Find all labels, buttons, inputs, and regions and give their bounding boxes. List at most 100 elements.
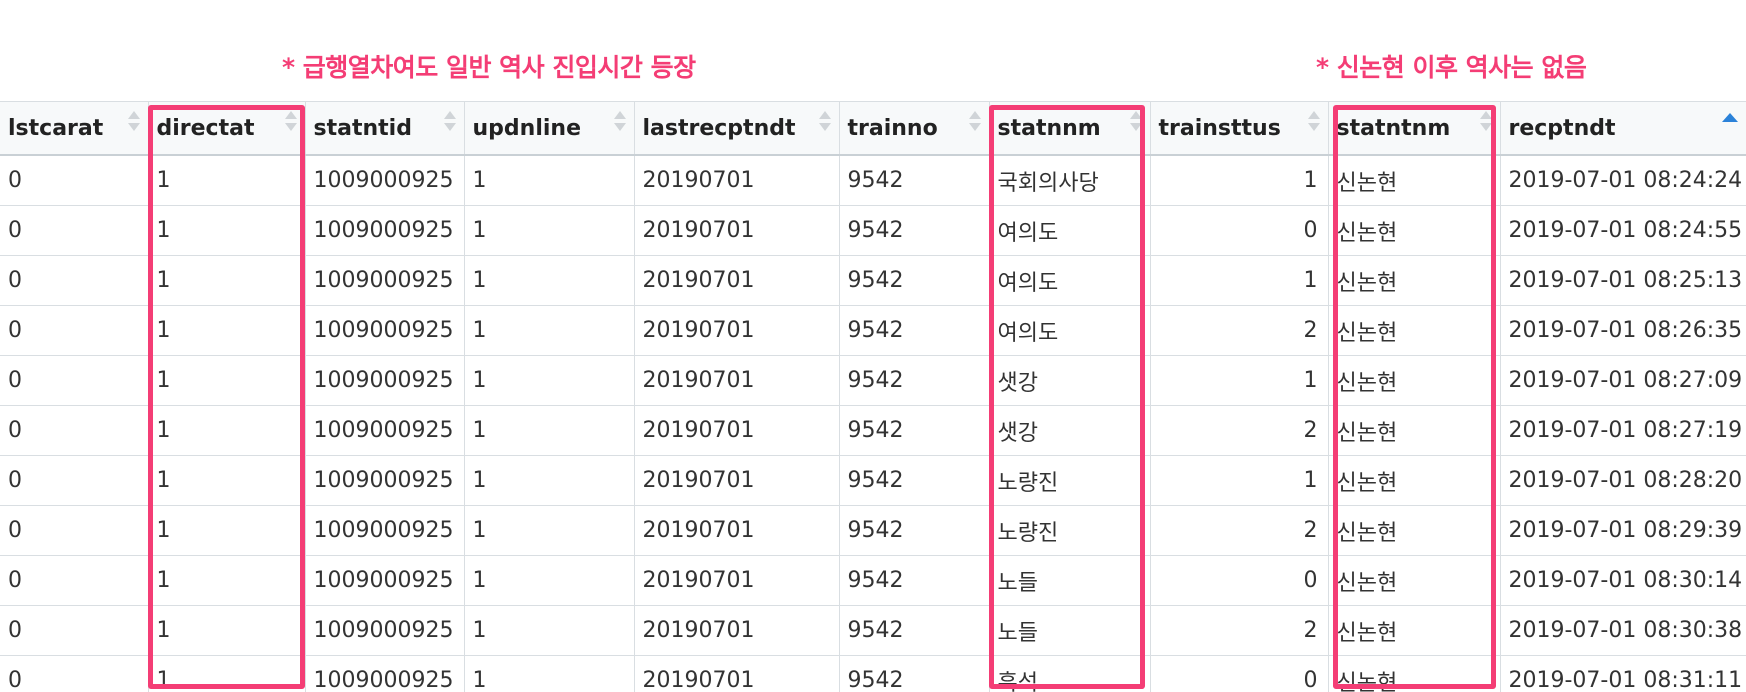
cell-statntid: 1009000925: [304, 154, 465, 206]
column-header-label: statntid: [313, 115, 412, 141]
annotation-express-note: * 급행열차여도 일반 역사 진입시간 등장: [282, 53, 696, 82]
cell-statntid: 1009000925: [304, 555, 465, 606]
cell-updnline: 1: [463, 255, 635, 306]
cell-directat: 1: [147, 405, 306, 456]
column-header-label: lstcarat: [8, 115, 104, 141]
table-row[interactable]: 0 1 1009000925 1 20190701 9542 샛강 1 신논현 2019-07-0…: [0, 355, 1746, 406]
cell-lstcarat: 0: [0, 405, 149, 456]
cell-lstcarat: 0: [0, 305, 149, 356]
column-header-statntnm[interactable]: statntnm: [1327, 101, 1501, 156]
sort-both-icon: [1307, 111, 1320, 135]
sort-both-icon: [613, 111, 626, 135]
column-header-label: trainsttus: [1158, 115, 1281, 141]
cell-directat: 1: [147, 555, 306, 606]
cell-statntnm: 신논현: [1327, 305, 1501, 356]
cell-statntnm: 신논현: [1327, 505, 1501, 556]
cell-statnnm: 샛강: [988, 355, 1151, 406]
cell-directat: 1: [147, 655, 306, 692]
cell-recptndt: 2019-07-01 08:24:55: [1499, 205, 1746, 256]
column-header-lastrecptndt[interactable]: lastrecptndt: [633, 101, 840, 156]
table-row[interactable]: 0 1 1009000925 1 20190701 9542 노들 0 신논현 2019-07-0…: [0, 555, 1746, 606]
cell-statntid: 1009000925: [304, 455, 465, 506]
cell-statntid: 1009000925: [304, 205, 465, 256]
cell-updnline: 1: [463, 205, 635, 256]
column-header-lstcarat[interactable]: lstcarat: [0, 101, 149, 156]
table-row[interactable]: 0 1 1009000925 1 20190701 9542 여의도 1 신논현 2019-07-…: [0, 255, 1746, 306]
cell-recptndt: 2019-07-01 08:28:20: [1499, 455, 1746, 506]
cell-trainno: 9542: [838, 305, 990, 356]
cell-lstcarat: 0: [0, 505, 149, 556]
cell-lstcarat: 0: [0, 255, 149, 306]
cell-statnnm: 여의도: [988, 255, 1151, 306]
table-row[interactable]: 0 1 1009000925 1 20190701 9542 노량진 1 신논현 2019-07-…: [0, 455, 1746, 506]
sort-both-icon: [1479, 111, 1492, 135]
cell-trainsttus: 0: [1149, 555, 1329, 606]
sort-both-icon: [284, 111, 297, 135]
cell-directat: 1: [147, 255, 306, 306]
column-header-trainno[interactable]: trainno: [838, 101, 990, 156]
table-row[interactable]: 0 1 1009000925 1 20190701 9542 흑석 0 신논현 2019-07-0…: [0, 655, 1746, 692]
cell-statntid: 1009000925: [304, 255, 465, 306]
cell-lstcarat: 0: [0, 655, 149, 692]
cell-updnline: 1: [463, 555, 635, 606]
cell-statntnm: 신논현: [1327, 405, 1501, 456]
cell-directat: 1: [147, 205, 306, 256]
cell-statntnm: 신논현: [1327, 355, 1501, 406]
cell-statntnm: 신논현: [1327, 154, 1501, 206]
column-header-label: lastrecptndt: [642, 115, 796, 141]
cell-updnline: 1: [463, 505, 635, 556]
cell-trainno: 9542: [838, 455, 990, 506]
cell-lastrecptndt: 20190701: [633, 355, 840, 406]
column-header-updnline[interactable]: updnline: [463, 101, 635, 156]
table-row[interactable]: 0 1 1009000925 1 20190701 9542 샛강 2 신논현 2019-07-0…: [0, 405, 1746, 456]
cell-lstcarat: 0: [0, 605, 149, 656]
cell-lastrecptndt: 20190701: [633, 605, 840, 656]
sort-both-icon: [818, 111, 831, 135]
table-row[interactable]: 0 1 1009000925 1 20190701 9542 노들 2 신논현 2019-07-0…: [0, 605, 1746, 656]
cell-statntid: 1009000925: [304, 605, 465, 656]
sort-both-icon: [968, 111, 981, 135]
cell-trainno: 9542: [838, 605, 990, 656]
cell-trainsttus: 2: [1149, 605, 1329, 656]
cell-lastrecptndt: 20190701: [633, 405, 840, 456]
cell-recptndt: 2019-07-01 08:27:09: [1499, 355, 1746, 406]
cell-recptndt: 2019-07-01 08:25:13: [1499, 255, 1746, 306]
cell-recptndt: 2019-07-01 08:30:14: [1499, 555, 1746, 606]
annotation-no-station-note: * 신논현 이후 역사는 없음: [1316, 53, 1587, 82]
table-row[interactable]: 0 1 1009000925 1 20190701 9542 국회의사당 1 신논현 2019-0…: [0, 154, 1746, 206]
cell-statnnm: 여의도: [988, 205, 1151, 256]
cell-trainno: 9542: [838, 655, 990, 692]
column-header-statntid[interactable]: statntid: [304, 101, 465, 156]
column-header-statnnm[interactable]: statnnm: [988, 101, 1151, 156]
table-row[interactable]: 0 1 1009000925 1 20190701 9542 여의도 2 신논현 2019-07-…: [0, 305, 1746, 356]
cell-statnnm: 노들: [988, 605, 1151, 656]
cell-trainno: 9542: [838, 555, 990, 606]
sort-ascending-icon: [1721, 113, 1738, 122]
table-body: 0 1 1009000925 1 20190701 9542 국회의사당 1 신논현 2019-0…: [0, 154, 1746, 692]
cell-updnline: 1: [463, 355, 635, 406]
cell-directat: 1: [147, 505, 306, 556]
cell-lastrecptndt: 20190701: [633, 655, 840, 692]
column-header-directat[interactable]: directat: [147, 101, 306, 156]
table-row[interactable]: 0 1 1009000925 1 20190701 9542 여의도 0 신논현 2019-07-…: [0, 205, 1746, 256]
cell-statntid: 1009000925: [304, 405, 465, 456]
cell-directat: 1: [147, 154, 306, 206]
sort-both-icon: [127, 111, 140, 135]
cell-lstcarat: 0: [0, 154, 149, 206]
cell-directat: 1: [147, 355, 306, 406]
column-header-trainsttus[interactable]: trainsttus: [1149, 101, 1329, 156]
table-row[interactable]: 0 1 1009000925 1 20190701 9542 노량진 2 신논현 2019-07-…: [0, 505, 1746, 556]
cell-updnline: 1: [463, 605, 635, 656]
cell-statnnm: 흑석: [988, 655, 1151, 692]
cell-statntnm: 신논현: [1327, 555, 1501, 606]
cell-statntid: 1009000925: [304, 305, 465, 356]
column-header-label: directat: [156, 115, 255, 141]
cell-lstcarat: 0: [0, 355, 149, 406]
cell-trainno: 9542: [838, 154, 990, 206]
cell-trainsttus: 2: [1149, 505, 1329, 556]
cell-recptndt: 2019-07-01 08:26:35: [1499, 305, 1746, 356]
column-header-recptndt[interactable]: recptndt: [1499, 101, 1746, 156]
cell-statntid: 1009000925: [304, 505, 465, 556]
cell-updnline: 1: [463, 455, 635, 506]
